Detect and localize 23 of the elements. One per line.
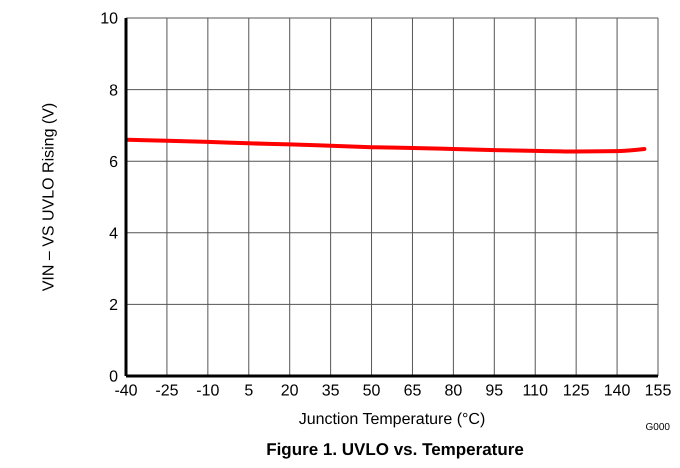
x-tick-label: 50 xyxy=(362,382,381,400)
x-tick-label: 110 xyxy=(522,382,548,400)
y-tick-label: 2 xyxy=(109,297,118,314)
text: Figure 1. UVLO vs. Temperature xyxy=(265,440,525,460)
x-tick-label: 35 xyxy=(322,382,340,400)
line-series xyxy=(126,138,646,154)
y-axis-title: VIN – VS UVLO Rising (V) xyxy=(40,102,58,292)
y-tick-label: 6 xyxy=(109,154,118,171)
x-tick-label: 65 xyxy=(404,382,422,400)
x-tick-label: 5 xyxy=(244,382,254,400)
x-tick-label: 95 xyxy=(485,382,504,400)
x-tick-label: 20 xyxy=(280,382,299,400)
y-tick-label: 8 xyxy=(109,82,118,100)
x-tick-label: -25 xyxy=(155,382,179,400)
x-axis-title: Junction Temperature (°C) xyxy=(298,411,486,428)
y-tick-label: 4 xyxy=(109,225,118,242)
x-tick-label: 140 xyxy=(604,382,631,400)
x-tick-label: 80 xyxy=(444,382,462,400)
text: G000 xyxy=(646,422,670,433)
x-tick-label: -10 xyxy=(196,382,220,400)
y-tick-label: 10 xyxy=(100,10,118,28)
x-tick-label: 155 xyxy=(644,382,672,400)
x-tick-label: 125 xyxy=(562,382,590,400)
